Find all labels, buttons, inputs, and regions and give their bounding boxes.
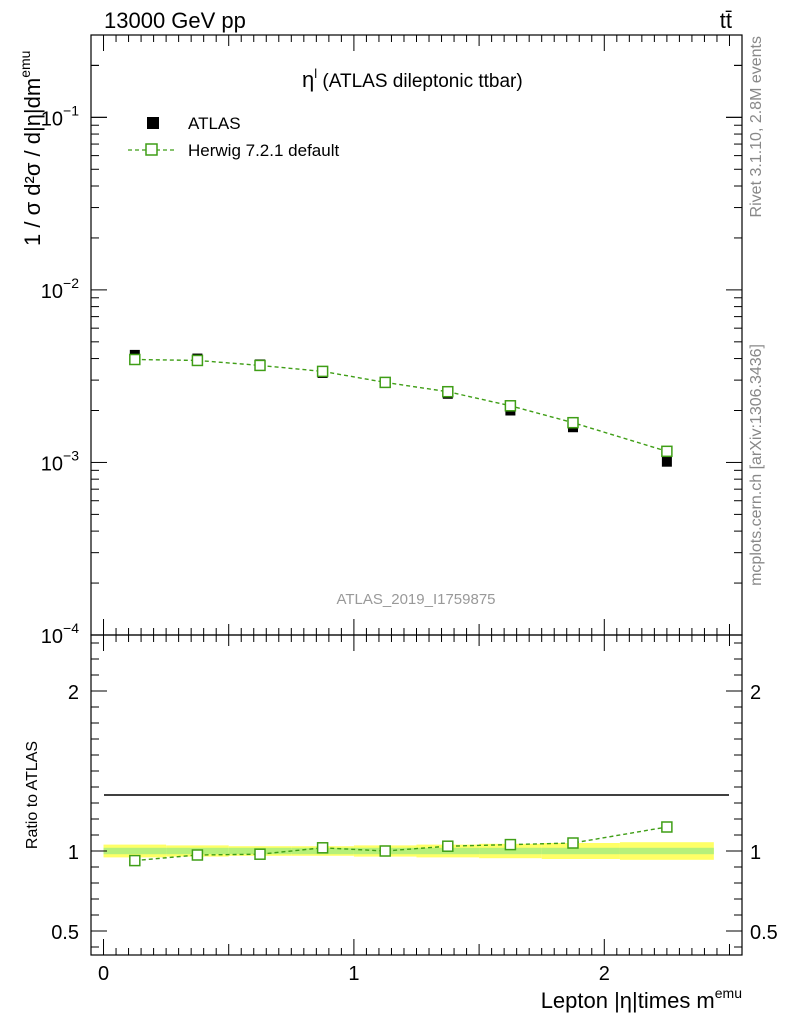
ratio-y-tick-label-right: 1 <box>750 842 761 864</box>
herwig-point <box>661 445 673 458</box>
herwig-point <box>129 353 141 366</box>
main-y-tick-label: 10−3 <box>41 447 79 475</box>
ratio-y-tick-label-left: 2 <box>68 682 79 704</box>
main-y-tick-label-exp: −4 <box>63 620 79 636</box>
x-axis-label-superscript: emu <box>715 985 742 1001</box>
ratio-band-inner <box>619 847 714 855</box>
herwig-point <box>316 365 329 378</box>
rivet-label: Rivet 3.1.10, 2.8M events <box>748 36 765 217</box>
plot-title: ηl (ATLAS dileptonic ttbar) <box>302 66 523 92</box>
ratio-y-ticks <box>91 642 742 948</box>
main-y-tick-label-base: 10 <box>41 453 63 475</box>
ratio-y-tick-label-left: 1 <box>68 842 79 864</box>
main-x-ticks <box>103 35 730 635</box>
ratio-x-ticks <box>103 635 730 955</box>
x-axis-label-text: Lepton |η|times m <box>541 988 715 1013</box>
legend-label-atlas: ATLAS <box>188 114 241 133</box>
main-y-axis-label: 1 / σ d²σ / d|η|dmemu <box>17 51 45 246</box>
herwig-ratio-point <box>316 842 329 854</box>
main-y-ticks <box>91 64 742 636</box>
ratio-band-inner <box>103 847 167 855</box>
plot-title-superscript: l <box>314 66 317 81</box>
main-y-tick-label-exp: −3 <box>63 447 79 463</box>
analysis-label: ATLAS_2019_I1759875 <box>336 591 495 608</box>
main-y-axis-label-text: 1 / σ d²σ / d|η|dm <box>20 78 45 246</box>
energy-label: 13000 GeV pp <box>104 8 246 33</box>
herwig-ratio-point <box>567 837 579 849</box>
herwig-point <box>379 376 391 389</box>
legend-marker-herwig <box>145 143 158 156</box>
ratio-x-tick-labels: 0 1 2 <box>98 963 610 985</box>
x-tick-label: 0 <box>98 963 109 985</box>
ratio-data-layer <box>129 821 673 867</box>
herwig-ratio-point <box>442 840 454 852</box>
process-label: tt̄ <box>720 8 732 33</box>
ratio-band-inner <box>541 847 620 855</box>
main-y-tick-label-base: 10 <box>41 626 63 648</box>
herwig-point <box>442 385 454 398</box>
herwig-point <box>567 416 579 429</box>
main-panel: 10−110−210−310−4 ηl (ATLAS dileptonic tt… <box>17 34 743 648</box>
ratio-y-tick-label-left: 0.5 <box>51 922 79 944</box>
x-tick-label: 1 <box>348 963 359 985</box>
herwig-ratio-point <box>191 849 204 861</box>
herwig-ratio-point <box>129 854 141 867</box>
herwig-point <box>254 359 266 372</box>
herwig-ratio-point <box>379 845 391 857</box>
main-y-tick-label: 10−2 <box>41 275 79 303</box>
main-y-tick-label: 10−1 <box>41 102 79 130</box>
main-y-tick-label-base: 10 <box>41 108 63 130</box>
main-y-tick-labels: 10−110−210−310−4 <box>41 102 79 648</box>
ratio-band-inner <box>479 847 542 855</box>
herwig-ratio-point <box>254 848 266 860</box>
ratio-y-tick-label-right: 0.5 <box>750 922 778 944</box>
legend: ATLAS Herwig 7.2.1 default <box>128 114 339 160</box>
ratio-y-axis-label: Ratio to ATLAS <box>24 741 41 849</box>
main-y-tick-label-exp: −1 <box>63 102 79 118</box>
plot-title-symbol: η <box>302 67 314 92</box>
herwig-point <box>504 400 517 412</box>
x-axis-label: Lepton |η|times memu <box>541 985 742 1013</box>
main-data-layer <box>129 349 673 467</box>
legend-label-herwig: Herwig 7.2.1 default <box>188 141 339 160</box>
ratio-y-tick-label-right: 2 <box>750 682 761 704</box>
x-tick-label: 2 <box>599 963 610 985</box>
atlas-point <box>661 456 672 467</box>
main-y-axis-label-superscript: emu <box>17 51 33 78</box>
herwig-line <box>134 358 668 452</box>
herwig-point <box>191 354 204 367</box>
herwig-ratio-point <box>504 838 517 851</box>
plot-title-rest: (ATLAS dileptonic ttbar) <box>317 71 523 92</box>
main-y-tick-label-exp: −2 <box>63 275 79 291</box>
ratio-panel: 2 2 1 1 0.5 0.5 0 1 2 Ratio to ATLAS Lepton |η|… <box>24 634 778 1013</box>
main-y-tick-label: 10−4 <box>41 620 79 648</box>
mcplots-label: mcplots.cern.ch [arXiv:1306.3436] <box>748 344 765 586</box>
herwig-ratio-point <box>661 821 673 833</box>
ratio-y-tick-labels: 2 2 1 1 0.5 0.5 <box>51 682 778 944</box>
main-y-tick-label-base: 10 <box>41 281 63 303</box>
legend-marker-atlas <box>147 117 159 129</box>
